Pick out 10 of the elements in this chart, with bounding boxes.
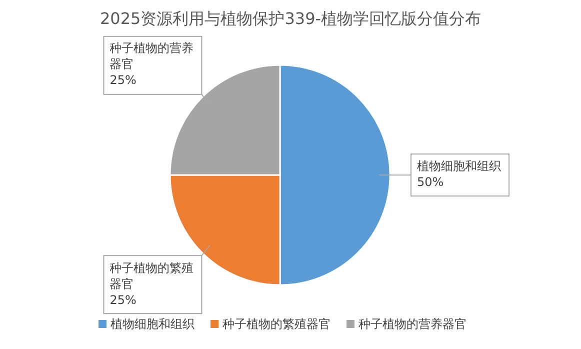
data-label: 25% xyxy=(110,72,138,88)
data-label: 50% xyxy=(417,174,445,190)
legend-label: 种子植物的营养器官 xyxy=(358,317,466,331)
data-label: 25% xyxy=(110,292,138,308)
slice-label: 种子植物的繁殖器官 xyxy=(110,260,195,292)
slice-label: 植物细胞和组织 xyxy=(417,158,502,174)
chart-title: 2025资源利用与植物保护339-植物学回忆版分值分布 xyxy=(100,9,482,28)
legend-label: 植物细胞和组织 xyxy=(110,317,194,331)
slice-label: 种子植物的营养器官 xyxy=(110,40,195,72)
legend-label: 种子植物的繁殖器官 xyxy=(222,317,330,331)
